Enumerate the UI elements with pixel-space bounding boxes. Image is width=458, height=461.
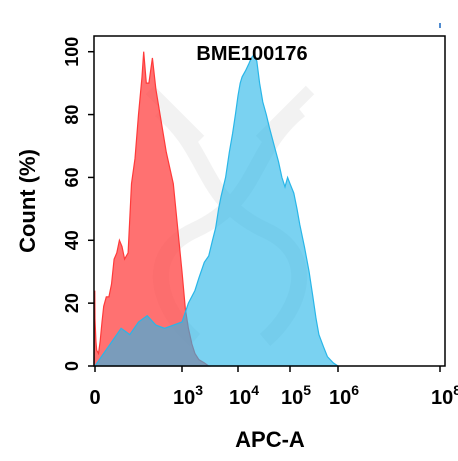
x-tick-label: 106 <box>329 382 359 409</box>
x-axis-label: APC-A <box>235 427 305 452</box>
x-tick-label: 105 <box>281 382 311 409</box>
histogram-series <box>93 51 340 367</box>
x-tick-label: 104 <box>229 382 259 409</box>
axis-ticks: 0 20 40 60 80 100 0 103 104 105 106 108 <box>62 37 458 409</box>
histogram-series-2 <box>94 53 340 367</box>
y-tick-label: 40 <box>62 230 82 250</box>
x-tick-label: 0 <box>89 387 100 409</box>
x-tick-label: 103 <box>173 382 203 409</box>
y-tick-label: 100 <box>62 37 82 67</box>
y-tick-label: 0 <box>62 361 82 371</box>
plot-frame <box>93 35 446 367</box>
x-tick-label: 108 <box>431 382 458 409</box>
y-tick-label: 80 <box>62 105 82 125</box>
chart-title: BME100176 <box>196 43 307 65</box>
y-axis-label: Count (%) <box>15 149 40 253</box>
y-tick-label: 20 <box>62 293 82 313</box>
y-tick-label: 60 <box>62 167 82 187</box>
